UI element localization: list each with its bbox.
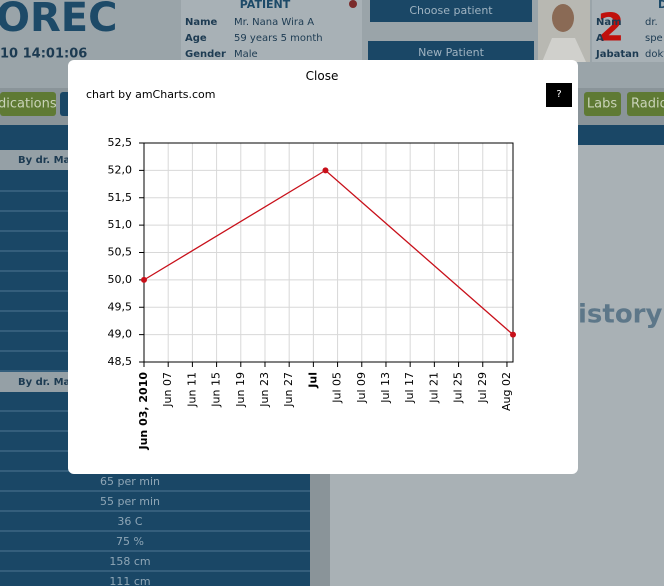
tab-label: dications — [0, 97, 57, 112]
x-tick-label: Jun 27 — [282, 372, 295, 408]
badge: 2 — [598, 6, 624, 50]
new-patient-label: New Patient — [418, 46, 484, 59]
x-tick-label: Jun 11 — [185, 372, 198, 408]
x-tick-label: Jul 09 — [355, 372, 368, 404]
field-label: Age — [185, 33, 207, 44]
clock: 10 14:01:06 — [0, 47, 87, 62]
credit[interactable]: chart by amCharts.com — [86, 88, 216, 101]
y-tick-label: 50,5 — [108, 246, 133, 259]
modal-close[interactable]: Close — [305, 69, 339, 83]
patient-title: PATIENT — [240, 0, 291, 11]
x-tick-label: Jul — [306, 372, 319, 389]
x-tick-label: Jun 07 — [161, 372, 174, 408]
doctor-box — [592, 0, 664, 62]
history-title: istory — [578, 300, 663, 330]
y-tick-label: 49,5 — [108, 300, 133, 313]
close-icon — [349, 0, 357, 8]
x-tick-label: Jun 15 — [210, 372, 223, 408]
field-label: A — [596, 33, 604, 44]
choose-button — [370, 0, 532, 22]
row-value: 65 per min — [100, 475, 160, 488]
doctor-coat — [542, 38, 586, 62]
patient-box — [181, 0, 362, 62]
tab-label: Radio — [631, 97, 664, 112]
tab — [584, 92, 621, 116]
field-value: 59 years 5 month — [234, 33, 323, 44]
field-value: spe — [645, 33, 663, 44]
row-value: 111 cm — [109, 575, 150, 586]
field-label: Jabatan — [595, 49, 639, 60]
tab — [627, 92, 664, 116]
y-tick-label: 52,0 — [108, 163, 133, 176]
x-tick-label: Jun 03, 2010 — [137, 372, 150, 451]
y-tick-label: 48,5 — [108, 355, 133, 368]
field-label: Nam — [596, 17, 622, 28]
data-point — [141, 276, 147, 283]
field-value: dokt — [645, 49, 664, 60]
data-point — [510, 331, 516, 338]
x-tick-label: Jul 17 — [403, 372, 416, 404]
x-tick-label: Aug 02 — [500, 372, 513, 411]
field-value: Mr. Nana Wira A — [234, 17, 314, 28]
help-button[interactable]: ? — [546, 83, 572, 107]
brand: OREC — [0, 0, 117, 41]
panel-header-label: By dr. Mar — [18, 155, 75, 166]
x-tick-label: Jul 25 — [452, 372, 465, 404]
row-value: 55 per min — [100, 495, 160, 508]
y-tick-label: 50,0 — [108, 273, 133, 286]
x-tick-label: Jul 21 — [427, 372, 440, 404]
x-tick-label: Jun 23 — [258, 372, 271, 408]
doctor-title: D — [658, 0, 664, 11]
x-tick-label: Jun 19 — [234, 372, 247, 408]
panel-header-label: By dr. Mar — [18, 377, 75, 388]
modal — [68, 60, 578, 474]
field-value: Male — [234, 49, 258, 60]
x-tick-label: Jul 05 — [331, 372, 344, 404]
row-value: 36 C — [117, 515, 142, 528]
field-label: Gender — [185, 49, 226, 60]
tab — [0, 92, 56, 116]
plot-frame — [143, 142, 514, 363]
field-label: Name — [185, 17, 218, 28]
x-tick-label: Jul 13 — [379, 372, 392, 404]
row-value: 75 % — [116, 535, 144, 548]
data-point — [322, 167, 329, 174]
x-tick-label: Jul 29 — [476, 372, 489, 404]
y-tick-label: 51,0 — [108, 218, 133, 231]
doctor-face — [552, 4, 574, 32]
y-tick-label: 52,5 — [108, 136, 133, 149]
choose-label: Choose patient — [409, 4, 493, 17]
row-value: 158 cm — [109, 555, 150, 568]
y-tick-label: 49,0 — [108, 328, 133, 341]
tab-label: Labs — [587, 97, 617, 112]
y-tick-label: 51,5 — [108, 191, 133, 204]
field-value: dr. — [645, 17, 658, 28]
